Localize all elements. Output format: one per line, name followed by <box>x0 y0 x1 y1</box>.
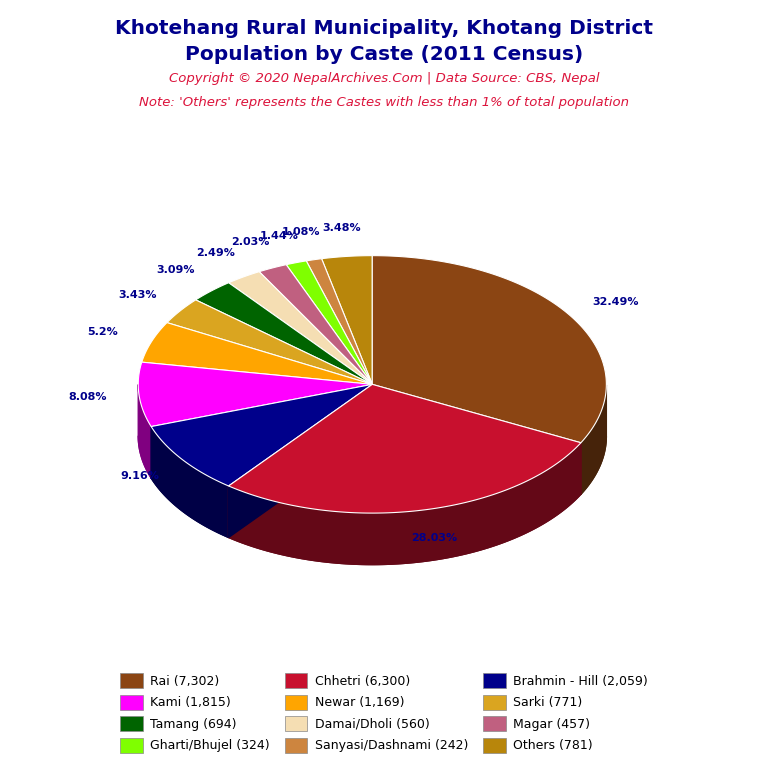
Text: 3.43%: 3.43% <box>119 290 157 300</box>
Polygon shape <box>151 436 372 538</box>
Text: Population by Caste (2011 Census): Population by Caste (2011 Census) <box>185 45 583 64</box>
Polygon shape <box>229 384 581 513</box>
Polygon shape <box>372 256 607 442</box>
Text: 2.49%: 2.49% <box>196 248 234 258</box>
Polygon shape <box>229 272 372 384</box>
Legend: Rai (7,302), Kami (1,815), Tamang (694), Gharti/Bhujel (324), Chhetri (6,300), N: Rai (7,302), Kami (1,815), Tamang (694),… <box>115 668 653 758</box>
Polygon shape <box>229 442 581 564</box>
Text: 3.48%: 3.48% <box>322 223 360 233</box>
Text: 8.08%: 8.08% <box>68 392 107 402</box>
Text: 9.16%: 9.16% <box>121 471 160 481</box>
Polygon shape <box>151 426 229 538</box>
Polygon shape <box>581 385 607 495</box>
Text: Copyright © 2020 NepalArchives.Com | Data Source: CBS, Nepal: Copyright © 2020 NepalArchives.Com | Dat… <box>169 72 599 85</box>
Polygon shape <box>372 436 607 495</box>
Polygon shape <box>151 384 372 478</box>
Polygon shape <box>196 283 372 384</box>
Text: Khotehang Rural Municipality, Khotang District: Khotehang Rural Municipality, Khotang Di… <box>115 19 653 38</box>
Polygon shape <box>286 261 372 384</box>
Text: 5.2%: 5.2% <box>88 327 118 337</box>
Polygon shape <box>306 259 372 384</box>
Text: 2.03%: 2.03% <box>231 237 270 247</box>
Polygon shape <box>138 362 372 426</box>
Text: Note: 'Others' represents the Castes with less than 1% of total population: Note: 'Others' represents the Castes wit… <box>139 96 629 109</box>
Text: 1.44%: 1.44% <box>260 231 299 241</box>
Polygon shape <box>229 384 372 538</box>
Text: 3.09%: 3.09% <box>157 265 195 275</box>
Polygon shape <box>151 384 372 478</box>
Polygon shape <box>229 384 372 538</box>
Text: 28.03%: 28.03% <box>412 533 458 543</box>
Polygon shape <box>372 384 581 495</box>
Text: 32.49%: 32.49% <box>592 297 639 307</box>
Text: 1.08%: 1.08% <box>282 227 320 237</box>
Polygon shape <box>167 300 372 384</box>
Polygon shape <box>142 323 372 384</box>
Polygon shape <box>322 256 372 384</box>
Polygon shape <box>151 384 372 486</box>
Polygon shape <box>229 436 581 564</box>
Polygon shape <box>138 385 151 478</box>
Polygon shape <box>259 265 372 384</box>
Polygon shape <box>138 436 372 478</box>
Polygon shape <box>372 384 581 495</box>
